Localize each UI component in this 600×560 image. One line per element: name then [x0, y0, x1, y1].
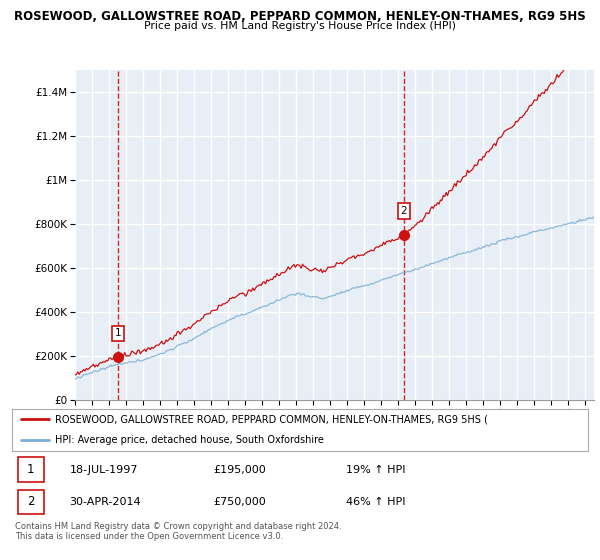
- Text: 19% ↑ HPI: 19% ↑ HPI: [346, 465, 406, 475]
- Bar: [18, 458, 44, 482]
- Text: 30-APR-2014: 30-APR-2014: [70, 497, 141, 507]
- Text: 2: 2: [27, 496, 34, 508]
- Text: ROSEWOOD, GALLOWSTREE ROAD, PEPPARD COMMON, HENLEY-ON-THAMES, RG9 5HS: ROSEWOOD, GALLOWSTREE ROAD, PEPPARD COMM…: [14, 10, 586, 23]
- Text: HPI: Average price, detached house, South Oxfordshire: HPI: Average price, detached house, Sout…: [55, 435, 324, 445]
- Text: This data is licensed under the Open Government Licence v3.0.: This data is licensed under the Open Gov…: [15, 532, 283, 541]
- Text: Contains HM Land Registry data © Crown copyright and database right 2024.: Contains HM Land Registry data © Crown c…: [15, 522, 341, 531]
- Text: 46% ↑ HPI: 46% ↑ HPI: [346, 497, 406, 507]
- Text: £195,000: £195,000: [214, 465, 266, 475]
- Text: Price paid vs. HM Land Registry's House Price Index (HPI): Price paid vs. HM Land Registry's House …: [144, 21, 456, 31]
- Text: 2: 2: [401, 206, 407, 216]
- Text: £750,000: £750,000: [214, 497, 266, 507]
- Text: 18-JUL-1997: 18-JUL-1997: [70, 465, 138, 475]
- Text: 1: 1: [115, 328, 122, 338]
- Text: ROSEWOOD, GALLOWSTREE ROAD, PEPPARD COMMON, HENLEY-ON-THAMES, RG9 5HS (: ROSEWOOD, GALLOWSTREE ROAD, PEPPARD COMM…: [55, 414, 488, 424]
- Text: 1: 1: [27, 463, 34, 476]
- Bar: [18, 489, 44, 514]
